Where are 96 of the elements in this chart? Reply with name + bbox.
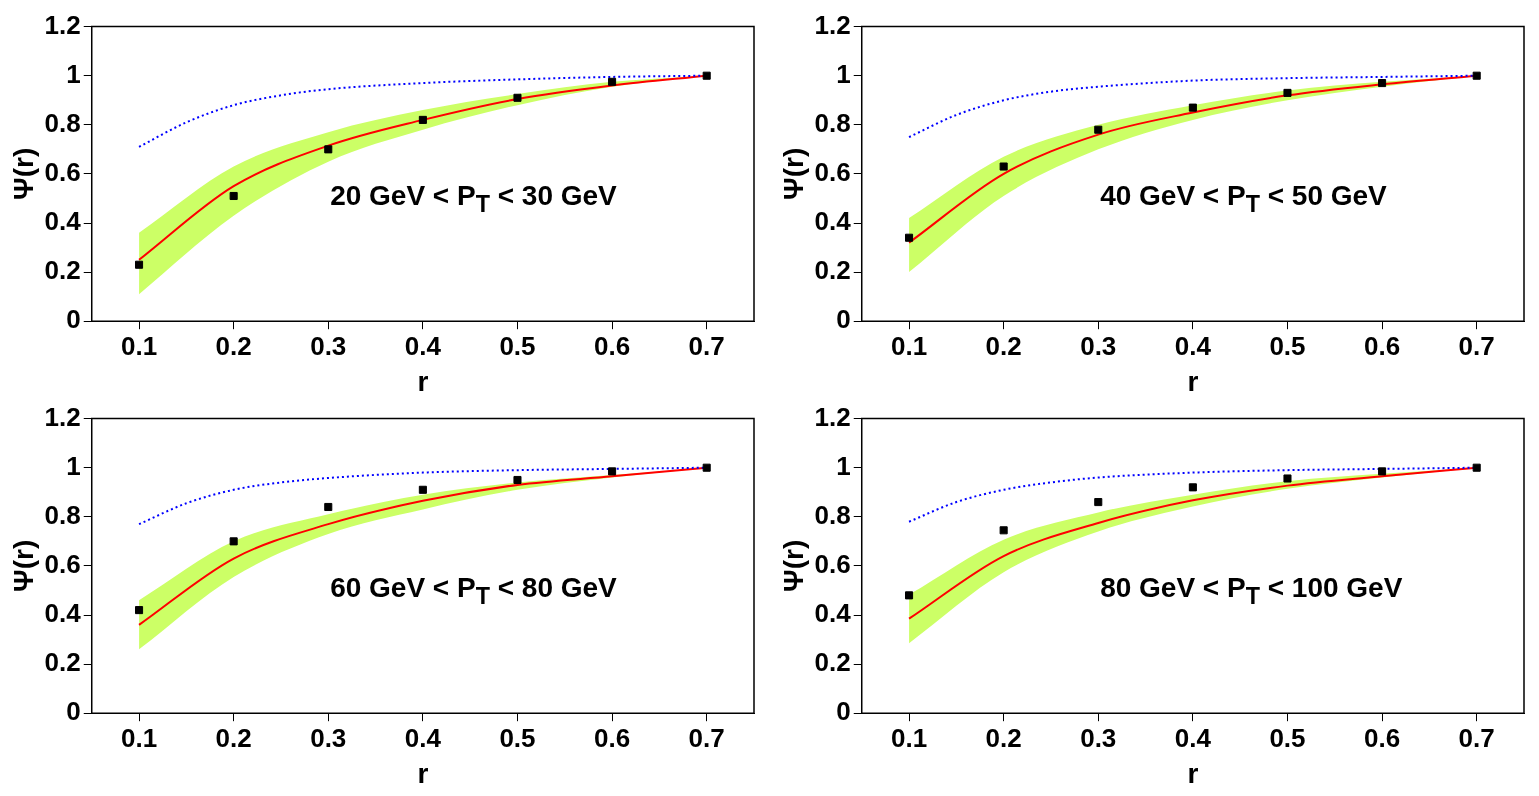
y-tick-label: 0.2 <box>44 255 81 286</box>
y-tick-label: 1.2 <box>814 401 851 432</box>
annotation: 80 GeV < P$_{T}$ < 100 GeV <box>1100 571 1403 610</box>
y-tick-label: 0.8 <box>814 107 851 138</box>
x-tick-label: 0.1 <box>890 722 928 753</box>
y-tick-label: 1 <box>836 450 851 481</box>
point <box>1094 498 1103 507</box>
y-tick-label: 0 <box>836 304 851 335</box>
annotation: 20 GeV < P$_{T}$ < 30 GeV <box>330 179 617 218</box>
point <box>324 502 333 512</box>
y-tick-label: 1.2 <box>814 9 851 40</box>
y-tick-label: 1 <box>66 58 81 89</box>
y-tick-label: 0.4 <box>814 206 852 237</box>
point <box>229 191 238 201</box>
point <box>229 537 238 546</box>
y-tick-label: 0.6 <box>44 549 81 580</box>
x-tick-label: 0.7 <box>1458 330 1495 361</box>
x-tick-label: 0.5 <box>1269 722 1306 753</box>
y-tick-label: 0.2 <box>814 647 851 678</box>
point <box>1472 463 1481 472</box>
x-tick-label: 0.7 <box>1458 722 1495 753</box>
point <box>702 71 711 80</box>
y-tick-label: 0 <box>66 304 81 335</box>
y-tick-label: 0 <box>66 696 81 727</box>
y-tick-label: 0.8 <box>44 499 81 530</box>
point <box>1283 88 1292 97</box>
x-tick-label: 0.6 <box>1364 722 1401 753</box>
annotation: 40 GeV < P$_{T}$ < 50 GeV <box>1100 179 1387 218</box>
y-tick-label: 0.6 <box>44 157 81 188</box>
x-tick-label: 0.5 <box>499 330 536 361</box>
x-axis-title: r <box>417 757 429 789</box>
point <box>999 526 1008 535</box>
y-tick-label: 0.8 <box>814 499 851 530</box>
y-axis-title: Ψ(r) <box>777 539 809 592</box>
x-tick-label: 0.4 <box>1174 722 1212 753</box>
point <box>905 591 914 600</box>
point <box>608 467 617 476</box>
x-tick-label: 0.6 <box>1364 330 1401 361</box>
x-tick-label: 0.2 <box>985 330 1022 361</box>
y-axis-title: Ψ(r) <box>777 147 809 200</box>
point <box>1094 125 1103 134</box>
y-tick-label: 0.8 <box>44 107 81 138</box>
x-tick-label: 0.2 <box>215 722 252 753</box>
point <box>702 463 711 472</box>
x-tick-label: 0.3 <box>1080 330 1117 361</box>
point <box>1188 483 1197 492</box>
y-axis-title: Ψ(r) <box>7 147 39 200</box>
y-tick-label: 1.2 <box>44 9 81 40</box>
point <box>418 115 427 124</box>
point <box>905 233 914 242</box>
point <box>1378 79 1387 88</box>
y-tick-label: 0.4 <box>44 206 82 237</box>
point <box>324 145 333 154</box>
point <box>135 606 144 615</box>
y-axis-title: Ψ(r) <box>7 539 39 592</box>
y-tick-label: 0.2 <box>44 647 81 678</box>
x-tick-label: 0.3 <box>310 330 347 361</box>
y-tick-label: 1.2 <box>44 401 81 432</box>
x-tick-label: 0.1 <box>120 722 158 753</box>
point <box>1378 467 1387 476</box>
point <box>999 162 1008 171</box>
x-tick-label: 0.4 <box>404 722 442 753</box>
x-tick-label: 0.3 <box>1080 722 1117 753</box>
x-axis-title: r <box>1187 365 1199 397</box>
x-tick-label: 0.6 <box>594 722 631 753</box>
x-tick-label: 0.7 <box>688 330 725 361</box>
y-tick-label: 0.4 <box>814 598 852 629</box>
annotation: 60 GeV < P$_{T}$ < 80 GeV <box>330 571 617 610</box>
point <box>1472 71 1481 80</box>
y-tick-label: 0.6 <box>814 157 851 188</box>
x-axis-title: r <box>417 365 429 397</box>
y-tick-label: 0 <box>836 696 851 727</box>
x-tick-label: 0.1 <box>120 330 158 361</box>
x-tick-label: 0.6 <box>594 330 631 361</box>
y-tick-label: 0.4 <box>44 598 82 629</box>
x-tick-label: 0.3 <box>310 722 347 753</box>
x-tick-label: 0.7 <box>688 722 725 753</box>
point <box>1283 474 1292 483</box>
x-tick-label: 0.5 <box>1269 330 1306 361</box>
x-tick-label: 0.2 <box>215 330 252 361</box>
point <box>608 77 617 86</box>
point <box>513 475 522 485</box>
point <box>418 485 427 494</box>
point <box>135 260 144 269</box>
x-tick-label: 0.5 <box>499 722 536 753</box>
x-tick-label: 0.4 <box>1174 330 1212 361</box>
x-tick-label: 0.2 <box>985 722 1022 753</box>
x-axis-title: r <box>1187 757 1199 789</box>
x-tick-label: 0.1 <box>890 330 928 361</box>
y-tick-label: 0.6 <box>814 549 851 580</box>
y-tick-label: 1 <box>836 58 851 89</box>
point <box>513 93 522 102</box>
point <box>1188 103 1197 112</box>
y-tick-label: 1 <box>66 450 81 481</box>
x-tick-label: 0.4 <box>404 330 442 361</box>
y-tick-label: 0.2 <box>814 255 851 286</box>
